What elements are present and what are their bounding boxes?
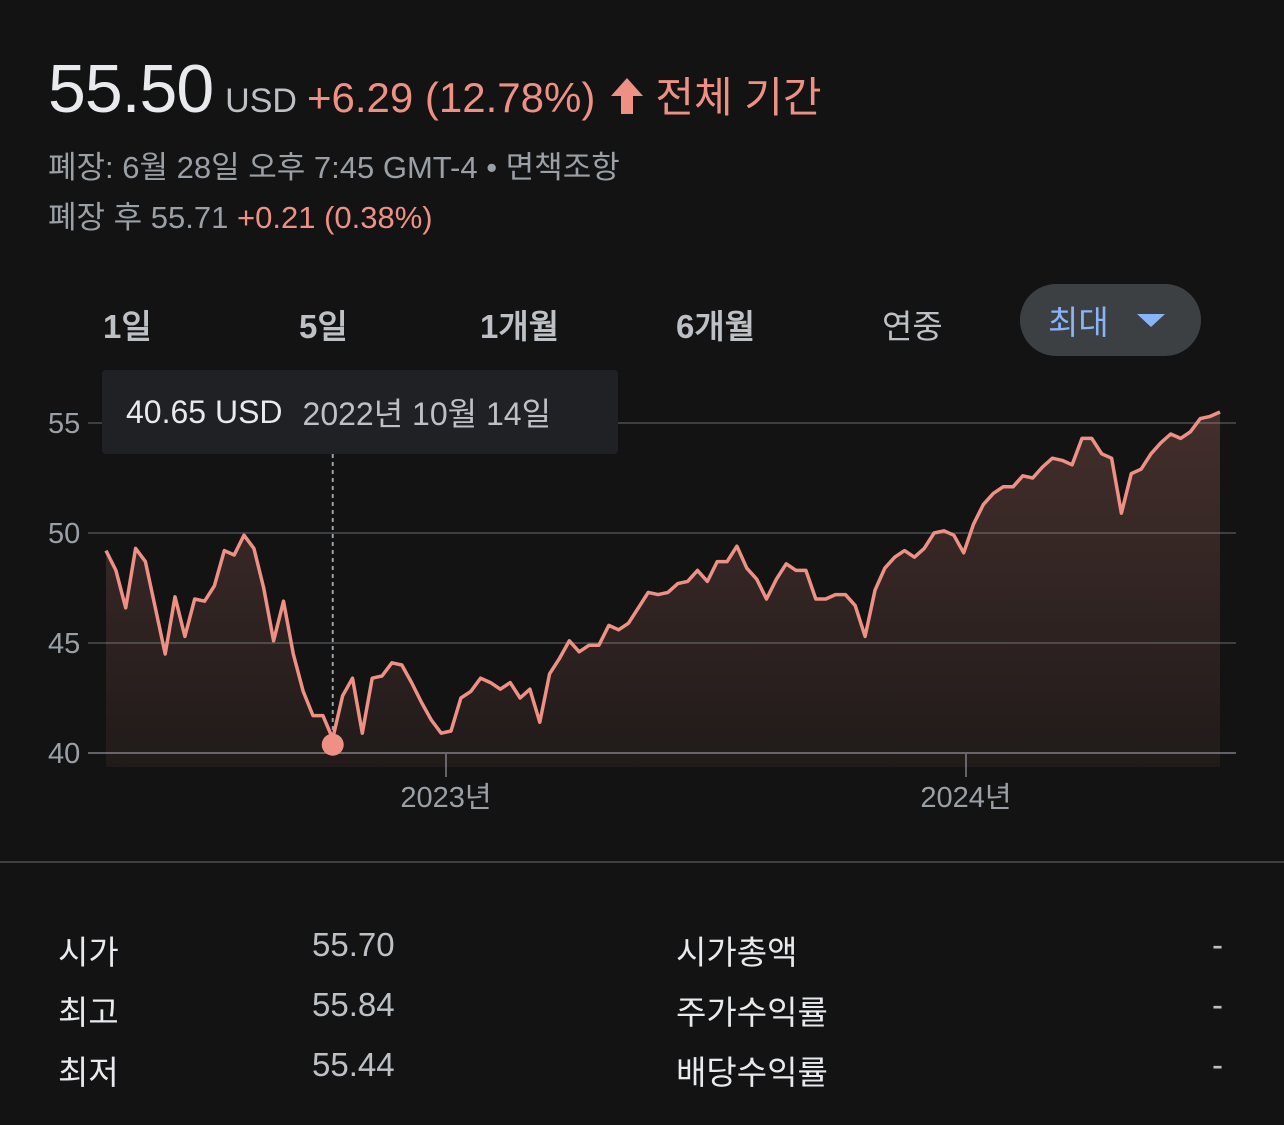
range-max-label: 최대 [1048,304,1109,341]
currency-label: USD [225,82,297,120]
price-change: +6.29 (12.78%) [306,74,596,121]
y-tick-label: 45 [48,628,80,660]
range-1m[interactable]: 1개월 [480,308,560,345]
stat-open-value: 55.70 [312,926,395,963]
price-line [104,410,1221,741]
price-area [106,412,1220,767]
tooltip-date: 2022년 10월 14일 [302,396,552,432]
stat-pe-value: - [1212,986,1223,1023]
range-max-dropdown[interactable]: 최대 [1020,284,1201,356]
tooltip-price: 40.65 USD [126,393,283,430]
arrow-up-icon [611,78,644,114]
after-hours-info: 폐장 후 55.71 +0.21 (0.38%) [48,192,433,237]
stat-high-value: 55.84 [312,986,395,1023]
range-6m[interactable]: 6개월 [676,308,756,345]
divider [0,861,1284,863]
market-closed-info: 폐장: 6월 28일 오후 7:45 GMT-4 • 면책조항 [48,150,620,185]
period-label: 전체 기간 [655,74,822,121]
price-chart[interactable]: 55 50 45 40 2023년 2024년 [0,360,1284,840]
stat-dividend-label: 배당수익률 [676,1054,828,1091]
y-axis-ticks: 55 50 45 40 [48,408,80,770]
chart-tooltip: 40.65 USD 2022년 10월 14일 [102,370,618,454]
range-5d[interactable]: 5일 [299,308,348,345]
stat-low-value: 55.44 [312,1046,395,1083]
hover-point [321,733,344,756]
stat-high-label: 최고 [58,994,119,1031]
current-price: 55.50 [48,51,214,127]
stat-pe-label: 주가수익률 [676,994,828,1031]
range-1d[interactable]: 1일 [103,308,152,345]
quote-header: 55.50 USD +6.29 (12.78%) 전체 기간 [48,50,822,130]
range-ytd[interactable]: 연중 [882,308,943,345]
stat-open-label: 시가 [58,934,119,971]
x-axis-ticks: 2023년 2024년 [400,753,1012,814]
stat-low-label: 최저 [58,1054,119,1091]
x-tick-label: 2024년 [920,782,1011,814]
after-hours-price: 폐장 후 55.71 [48,200,229,235]
caret-down-icon [1136,313,1165,327]
stat-dividend-value: - [1212,1046,1223,1083]
y-tick-label: 40 [48,738,80,770]
y-tick-label: 50 [48,518,80,550]
stat-market-cap-label: 시가총액 [676,934,798,971]
after-hours-change: +0.21 (0.38%) [237,200,433,235]
y-tick-label: 55 [48,408,80,440]
stat-market-cap-value: - [1212,926,1223,963]
x-tick-label: 2023년 [400,782,491,814]
